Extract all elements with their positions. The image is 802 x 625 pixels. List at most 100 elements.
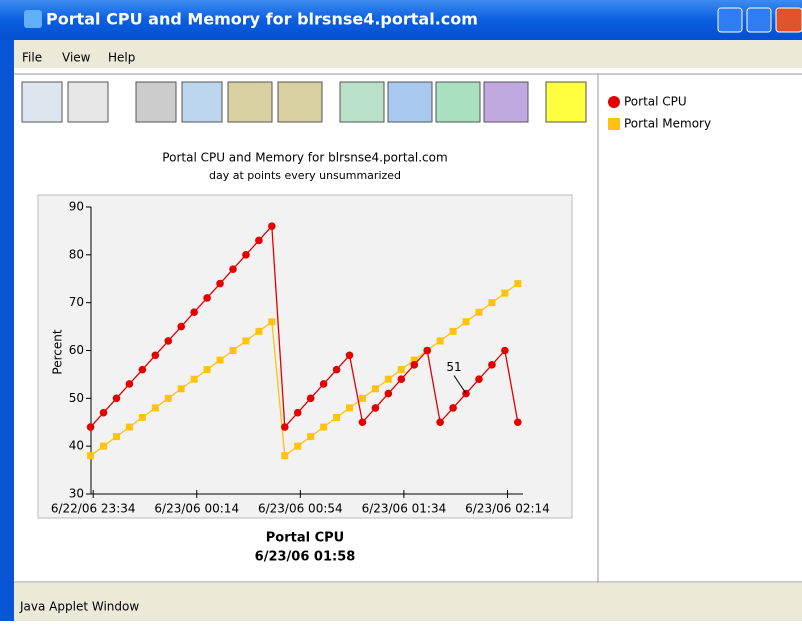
data-point [514,280,521,287]
x-tick-label: 6/23/06 02:14 [465,502,550,516]
minimize-button[interactable] [718,8,742,32]
maximize-button[interactable] [747,8,771,32]
data-point [449,404,457,412]
legend-label: Portal Memory [624,117,711,131]
tool-button[interactable] [278,82,322,122]
data-point [268,222,276,230]
data-point [126,424,133,431]
tool-button[interactable] [484,82,528,122]
data-point [164,337,172,345]
data-point [437,337,444,344]
data-point [204,366,211,373]
data-point [87,423,95,431]
data-point [242,337,249,344]
x-tick-label: 6/23/06 00:54 [258,502,343,516]
data-point [100,409,108,417]
data-point [346,351,354,359]
tool-button[interactable] [340,82,384,122]
data-point [475,309,482,316]
data-point [178,385,185,392]
data-point [307,433,314,440]
data-point [294,409,302,417]
menu-item[interactable]: View [62,51,91,65]
data-point [372,385,379,392]
data-point [294,443,301,450]
x-tick-label: 6/23/06 01:34 [362,502,447,516]
data-point [139,414,146,421]
data-point [333,414,340,421]
data-point [126,380,134,388]
data-point [113,395,121,403]
data-point [229,265,237,273]
data-point [177,323,185,331]
tool-button[interactable] [228,82,272,122]
tool-button[interactable] [182,82,222,122]
tool-button[interactable] [388,82,432,122]
data-point [242,251,250,259]
data-point [398,366,405,373]
y-tick-label: 70 [69,295,84,309]
data-point [346,404,353,411]
data-point [191,376,198,383]
y-tick-label: 90 [69,200,84,214]
data-point [281,423,289,431]
data-point [410,361,418,369]
data-point [281,452,288,459]
data-point [100,443,107,450]
y-tick-label: 30 [69,487,84,501]
data-point [333,366,341,374]
legend-swatch [608,118,620,130]
legend-label: Portal CPU [624,95,687,109]
data-point [268,318,275,325]
y-tick-label: 80 [69,247,84,261]
y-tick-label: 40 [69,439,84,453]
help-button[interactable] [546,82,586,122]
y-tick-label: 60 [69,343,84,357]
data-point [113,433,120,440]
data-point [307,395,315,403]
data-point [385,390,393,398]
data-point [436,418,444,426]
legend-swatch [608,96,620,108]
menu-item[interactable]: File [22,51,42,65]
data-point [501,347,509,355]
data-point [190,308,198,316]
tooltip-series: Portal CPU [266,531,344,546]
window-title: Portal CPU and Memory for blrsnse4.porta… [46,10,478,29]
window-frame [0,40,14,621]
data-point [398,375,406,383]
tool-button[interactable] [22,82,62,122]
y-tick-label: 50 [69,391,84,405]
data-point [488,361,496,369]
menu-item[interactable]: Help [108,51,135,65]
data-point [152,351,160,359]
plot-area [38,195,572,518]
data-point [165,395,172,402]
data-point [255,328,262,335]
app-icon [24,10,42,28]
data-label: 51 [446,360,461,374]
data-point [203,294,211,302]
tool-button[interactable] [436,82,480,122]
data-point [450,328,457,335]
data-point [514,418,522,426]
status-text: Java Applet Window [19,600,139,614]
data-point [320,424,327,431]
data-point [87,452,94,459]
tool-button[interactable] [136,82,176,122]
data-point [139,366,147,374]
close-button[interactable] [776,8,802,32]
toolbar [22,82,586,122]
data-point [475,375,483,383]
chart-subtitle: day at points every unsummarized [209,169,401,182]
data-point [320,380,328,388]
data-point [359,418,367,426]
data-point [372,404,380,412]
data-point [385,376,392,383]
data-point [463,318,470,325]
x-tick-label: 6/23/06 00:14 [154,502,239,516]
data-point [423,347,431,355]
tool-button[interactable] [68,82,108,122]
app-window: Portal CPU and Memory for blrsnse4.porta… [0,0,802,621]
tooltip-time: 6/23/06 01:58 [255,550,356,565]
